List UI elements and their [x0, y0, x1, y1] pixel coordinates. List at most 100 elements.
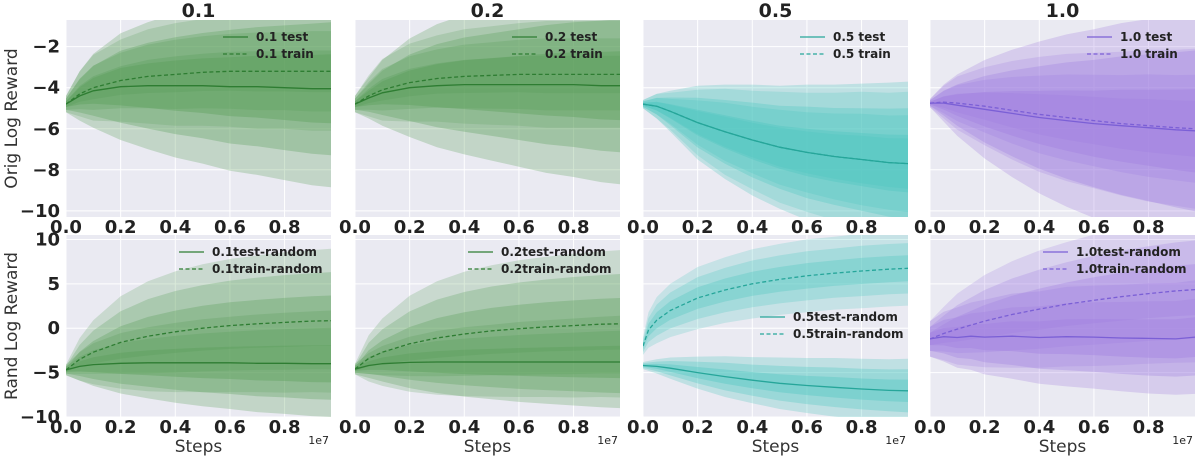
std-band	[355, 55, 620, 107]
std-band	[66, 50, 331, 107]
std-band	[643, 101, 908, 189]
series-line	[355, 73, 620, 105]
std-band	[643, 81, 908, 217]
legend-label: 1.0 test	[1120, 30, 1172, 44]
std-band	[355, 20, 620, 153]
x-tick-label: 0.8	[269, 217, 301, 238]
series-line	[66, 362, 331, 371]
x-tick-label: 0.4	[736, 217, 768, 238]
std-band	[355, 298, 620, 371]
y-tick-label: −10	[20, 407, 60, 428]
x-tick-label: 0.4	[1023, 217, 1055, 238]
y-tick-label: 0	[47, 318, 60, 339]
x-tick-label: 0.8	[846, 217, 878, 238]
std-band	[930, 50, 1195, 212]
x-tick-label: 0.4	[1023, 417, 1055, 438]
legend-label: 0.5 train	[833, 47, 891, 61]
plot-area	[355, 250, 620, 409]
series-line	[643, 267, 908, 347]
std-band	[643, 255, 908, 350]
std-band	[643, 88, 908, 217]
std-band	[66, 248, 331, 393]
series-line	[930, 335, 1195, 340]
panel-r0c1: 0.0 0.2 0.4 0.6 0.8 0.2 0.2 test 0.2 train	[339, 0, 620, 238]
axes-background	[930, 235, 1195, 417]
std-band	[930, 20, 1195, 217]
std-band	[930, 280, 1195, 395]
legend: 0.1 test 0.1 train	[223, 30, 314, 61]
std-band	[66, 31, 331, 112]
x-tick-label: 0.8	[1133, 217, 1165, 238]
panel-title: 0.1	[182, 0, 216, 22]
axes-background	[355, 20, 620, 217]
x-tick-label: 0.6	[214, 417, 246, 438]
std-band	[355, 250, 620, 398]
x-tick-label: 0.0	[339, 417, 371, 438]
panel-r1c1: 0.0 0.2 0.4 0.6 0.81e7Steps0.2test-random0.2…	[339, 235, 620, 457]
panel-title: 0.5	[759, 0, 793, 22]
plot-area	[930, 20, 1195, 217]
plot-area	[643, 235, 908, 417]
series-line	[643, 103, 908, 165]
axes-background	[930, 20, 1195, 217]
series-line	[66, 320, 331, 371]
std-band	[930, 89, 1195, 173]
x-tick-label: 0.0	[50, 417, 82, 438]
x-tick-label: 0.0	[627, 417, 659, 438]
std-band	[930, 235, 1195, 368]
legend-label: 0.5 test	[833, 30, 885, 44]
x-tick-label: 0.6	[214, 217, 246, 238]
std-band	[355, 51, 620, 121]
x-tick-label: 0.8	[1133, 417, 1165, 438]
std-band	[930, 317, 1195, 359]
legend-label: 0.1 train	[256, 47, 314, 61]
plot-area	[930, 235, 1195, 395]
std-band	[930, 48, 1195, 209]
x-tick-label: 0.0	[914, 217, 946, 238]
x-tick-label: 0.4	[448, 417, 480, 438]
plot-area	[66, 248, 331, 417]
x-tick-label: 0.0	[914, 417, 946, 438]
legend: 0.5 test 0.5 train	[800, 30, 891, 61]
x-tick-label: 0.0	[627, 217, 659, 238]
x-exponent-label: 1e7	[885, 434, 906, 447]
x-tick-label: 0.0	[339, 217, 371, 238]
std-band	[355, 21, 620, 128]
y-tick-label: −8	[32, 160, 60, 181]
x-exponent-label: 1e7	[308, 434, 329, 447]
x-axis-label: Steps	[464, 437, 512, 457]
series-line	[930, 102, 1195, 132]
legend-label: 1.0 train	[1120, 47, 1178, 61]
series-line	[66, 85, 331, 105]
std-band	[66, 327, 331, 400]
series-line	[930, 101, 1195, 130]
y-tick-label: −5	[32, 363, 60, 384]
axes-background	[643, 235, 908, 417]
y-tick-label: −4	[32, 78, 60, 99]
panel-title: 1.0	[1046, 0, 1080, 22]
legend-label: 0.2test-random	[501, 245, 606, 259]
x-tick-label: 0.6	[791, 217, 823, 238]
legend: 0.2 test 0.2 train	[512, 30, 603, 61]
std-band	[355, 274, 620, 377]
legend: 0.2test-random 0.2train-random	[468, 245, 612, 276]
panel-r1c0: 10 5 0 −5 −100.0 0.2 0.4 0.6 0.8 1e7 Steps 0.1test-…	[20, 229, 331, 457]
std-band	[643, 235, 908, 355]
x-exponent-label: 1e7	[1172, 434, 1193, 447]
legend-label: 0.1train-random	[212, 262, 323, 276]
series-line	[66, 70, 331, 105]
x-tick-label: 0.8	[558, 417, 590, 438]
panel-r1c2: 0.0 0.2 0.4 0.6 0.81e7Steps0.5test-random0.5…	[627, 235, 908, 457]
x-tick-label: 0.8	[846, 417, 878, 438]
x-tick-label: 0.2	[969, 217, 1001, 238]
x-tick-label: 0.8	[269, 417, 301, 438]
std-band	[643, 97, 908, 217]
x-tick-label: 0.6	[503, 417, 535, 438]
panel-r0c3: 0.0 0.2 0.4 0.6 0.8 1.0 1.0 test 1.0 train	[914, 0, 1195, 238]
panel-r0c2: 0.0 0.2 0.4 0.6 0.8 0.5 0.5 test 0.5 train	[627, 0, 908, 238]
legend-label: 1.0test-random	[1076, 245, 1181, 259]
std-band	[930, 74, 1195, 183]
x-axis-label: Steps	[752, 437, 800, 457]
std-band	[643, 101, 908, 193]
